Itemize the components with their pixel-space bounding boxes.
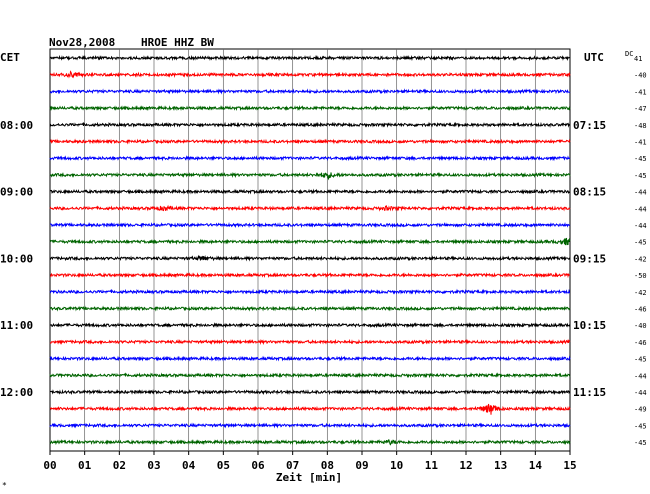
dc-value: -45 [634, 155, 647, 163]
x-tick-label: 06 [251, 459, 265, 472]
x-tick-label: 12 [459, 459, 472, 472]
seismic-trace-24 [49, 438, 571, 446]
seismic-trace-5 [49, 121, 571, 128]
left-time-label: 10:00 [0, 252, 33, 265]
plot-frame [49, 48, 571, 452]
dc-value: -42 [634, 289, 647, 297]
x-tick-label: 07 [286, 459, 299, 472]
x-tick-label: 00 [43, 459, 56, 472]
x-tick-label: 08 [321, 459, 334, 472]
right-time-label: 08:15 [573, 186, 606, 199]
x-axis-label: Zeit [min] [276, 471, 342, 484]
seismic-trace-22 [49, 403, 571, 415]
seismic-trace-7 [49, 155, 571, 162]
dc-value: -44 [634, 389, 647, 397]
dc-value: -45 [634, 439, 647, 447]
dc-value: -45 [634, 356, 647, 364]
dc-value: -49 [634, 406, 647, 414]
dc-value: -45 [634, 239, 647, 247]
left-zone-label: CET [0, 51, 20, 64]
dc-value: -46 [634, 306, 647, 314]
seismic-trace-4 [49, 104, 571, 112]
seismic-trace-23 [49, 422, 571, 429]
dc-label: DC [625, 50, 633, 58]
right-time-label: 07:15 [573, 119, 606, 132]
seismic-trace-16 [49, 305, 571, 312]
traces [49, 54, 571, 446]
x-tick-label: 13 [494, 459, 507, 472]
time-labels: 08:00 09:00 10:00 11:00 12:00 07:15 08:15 09:15… [0, 55, 647, 447]
dc-value: -45 [634, 422, 647, 430]
seismic-trace-12 [49, 237, 571, 246]
x-tick-label: 03 [147, 459, 160, 472]
left-time-label: 12:00 [0, 386, 33, 399]
x-tick-label: 10 [390, 459, 403, 472]
dc-value: -46 [634, 339, 647, 347]
x-tick-label: 01 [78, 459, 92, 472]
dc-value: -41 [634, 139, 647, 147]
dc-value: 41 [634, 55, 642, 63]
seismic-trace-1 [49, 54, 571, 62]
x-tick-label: 09 [355, 459, 368, 472]
grid [49, 48, 571, 455]
seismic-trace-11 [49, 221, 571, 229]
seismic-trace-14 [49, 271, 571, 279]
x-tick-label: 04 [182, 459, 196, 472]
x-tick-label: 02 [113, 459, 126, 472]
seismic-trace-20 [49, 372, 571, 379]
dc-value: -41 [634, 88, 647, 96]
seismic-trace-18 [49, 338, 571, 346]
seismic-trace-13 [49, 254, 571, 262]
left-time-label: 11:00 [0, 319, 33, 332]
right-time-label: 10:15 [573, 319, 606, 332]
dc-value: -44 [634, 189, 647, 197]
dc-value: -40 [634, 322, 647, 330]
dc-value: -48 [634, 122, 647, 130]
seismic-trace-17 [49, 322, 571, 329]
dc-value: -42 [634, 255, 647, 263]
header-date: Nov28,2008 [49, 36, 115, 49]
seismic-trace-6 [49, 138, 571, 145]
x-tick-label: 15 [563, 459, 576, 472]
seismic-trace-9 [49, 188, 571, 195]
right-zone-label: UTC [584, 51, 604, 64]
left-time-label: 08:00 [0, 119, 33, 132]
header-station: HROE HHZ BW [141, 36, 214, 49]
dc-value: -40 [634, 72, 647, 80]
seismic-trace-19 [49, 355, 571, 362]
seismic-trace-10 [49, 204, 571, 212]
dc-value: -50 [634, 272, 647, 280]
seismic-trace-3 [49, 88, 571, 95]
x-tick-labels: 00 01 02 03 04 05 06 07 08 09 10 11 12 13 14 15 [43, 459, 576, 472]
seismic-trace-21 [49, 388, 571, 396]
x-tick-label: 14 [529, 459, 543, 472]
x-tick-label: 11 [425, 459, 439, 472]
seismic-trace-8 [49, 171, 571, 181]
seismic-trace-15 [49, 288, 571, 295]
seismic-trace-2 [49, 70, 571, 79]
x-tick-label: 05 [217, 459, 230, 472]
dc-value: -47 [634, 105, 647, 113]
corner-mark: * [2, 481, 7, 490]
dc-value: -44 [634, 372, 647, 380]
dc-value: -45 [634, 172, 647, 180]
left-time-label: 09:00 [0, 186, 33, 199]
right-time-label: 11:15 [573, 386, 606, 399]
dc-value: -44 [634, 205, 647, 213]
right-time-label: 09:15 [573, 252, 606, 265]
dc-value: -44 [634, 222, 647, 230]
